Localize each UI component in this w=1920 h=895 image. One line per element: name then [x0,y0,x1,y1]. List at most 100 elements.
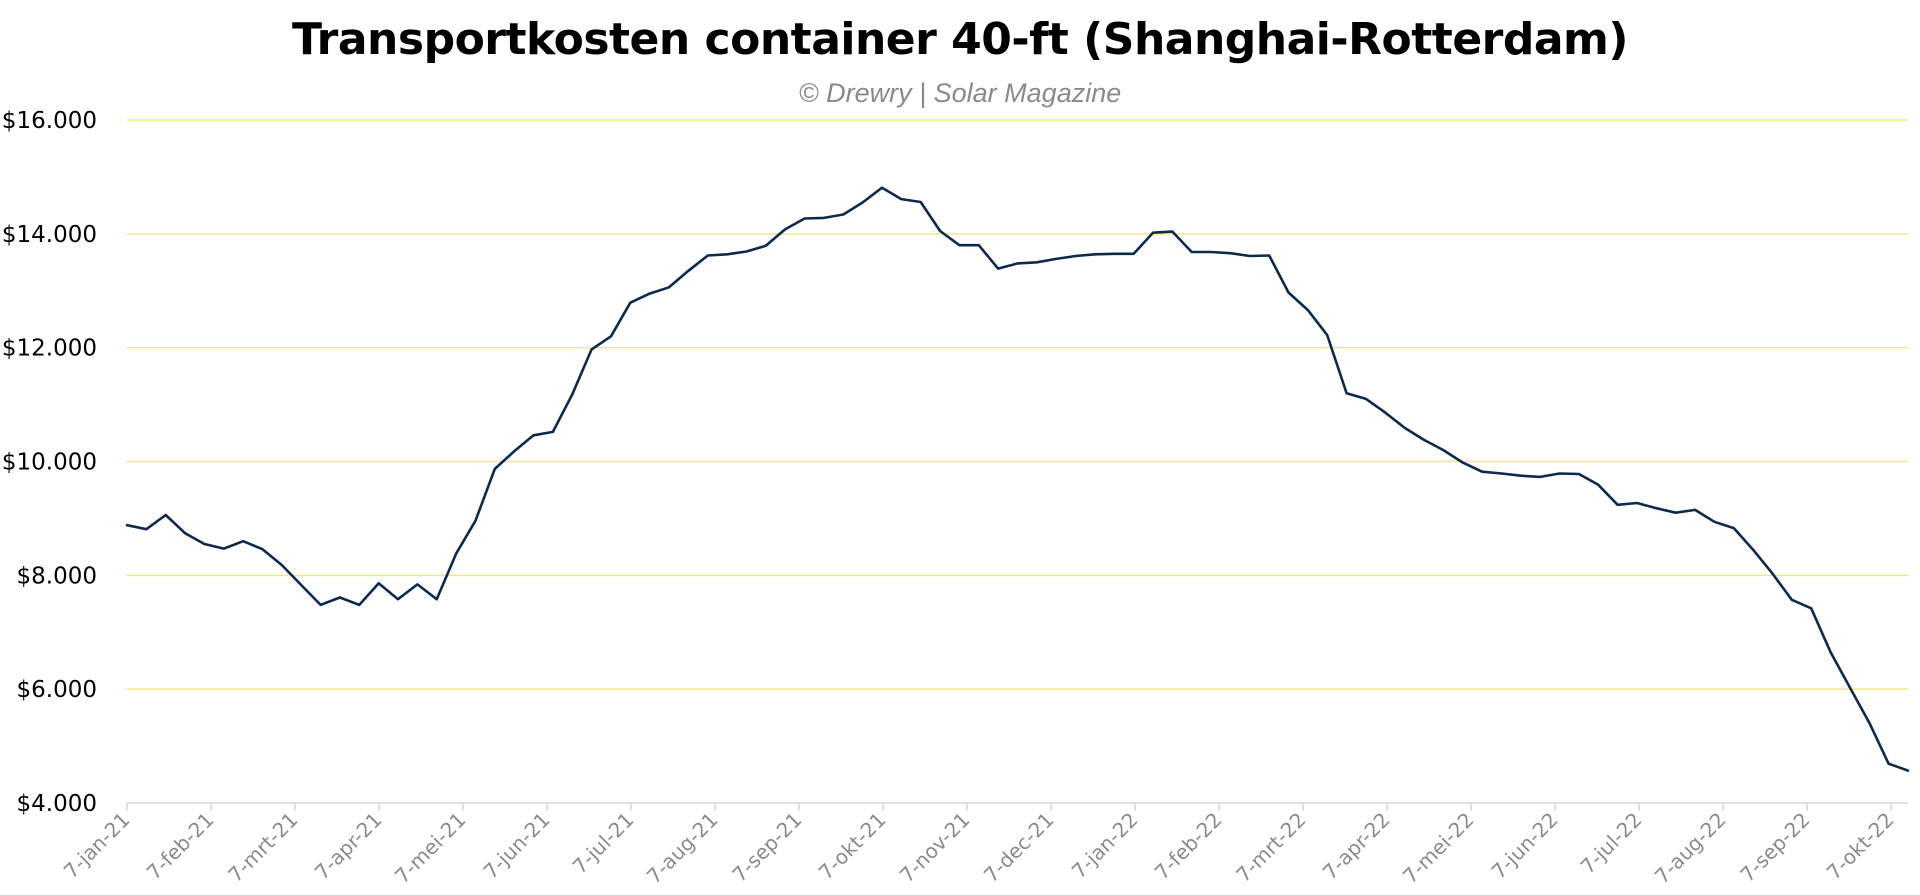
y-tick-label: $4.000 [17,791,97,817]
chart-title: Transportkosten container 40-ft (Shangha… [291,14,1629,65]
data-point [338,596,342,600]
data-point [1829,650,1833,654]
data-point [1596,483,1600,487]
data-point [1674,511,1678,515]
data-point [299,583,303,587]
x-tick-label: 7-aug-21 [642,808,723,889]
data-point [861,201,865,205]
data-point [454,552,458,556]
data-point [628,301,632,305]
data-point [1480,470,1484,474]
data-point [977,243,981,247]
x-tick-label: 7-mei-22 [1398,808,1479,889]
data-point [183,531,187,535]
data-point [1616,503,1620,507]
data-point [1751,548,1755,552]
data-point [744,249,748,253]
y-tick-label: $10.000 [2,450,97,476]
data-point [957,243,961,247]
x-tick-label: 7-mrt-21 [223,808,302,887]
x-tick-label: 7-sep-22 [1735,808,1814,887]
data-point [1325,333,1329,337]
data-point [667,285,671,289]
data-point [1461,461,1465,465]
x-tick-label: 7-jul-22 [1576,808,1647,879]
data-point [377,581,381,585]
data-point [1112,252,1116,256]
data-point [1170,230,1174,234]
x-tick-label: 7-jun-22 [1487,808,1563,884]
x-tick-label: 7-okt-22 [1822,808,1899,885]
data-point [1809,606,1813,610]
data-point [996,267,1000,271]
data-point [590,347,594,351]
data-point [1190,250,1194,254]
data-point [493,467,497,471]
data-point [1383,411,1387,415]
data-point [241,539,245,543]
x-tick-label: 7-mei-21 [390,808,471,889]
data-point [1364,397,1368,401]
data-point [1558,471,1562,475]
series-line [125,186,1910,772]
x-tick-label: 7-jul-21 [568,808,639,879]
data-point [899,197,903,201]
data-point [1016,261,1020,265]
data-point [164,513,168,517]
data-point [1538,475,1542,479]
data-point [396,597,400,601]
data-point [1654,506,1658,510]
data-point [822,216,826,220]
data-point [1887,762,1891,766]
y-tick-label: $6.000 [17,677,97,703]
y-tick-label: $14.000 [2,222,97,248]
data-point [435,597,439,601]
data-point [1306,308,1310,312]
data-point [609,334,613,338]
data-point [1403,426,1407,430]
data-point [938,229,942,233]
x-tick-label: 7-apr-22 [1318,808,1395,885]
data-point [706,253,710,257]
data-point [512,449,516,453]
data-point [1267,253,1271,257]
x-tick-label: 7-nov-21 [895,808,975,888]
data-point [280,563,284,567]
data-point [202,542,206,546]
data-point [1132,252,1136,256]
data-point [415,582,419,586]
data-point [1732,526,1736,530]
data-point [1519,474,1523,478]
data-point [803,216,807,220]
data-point [880,186,884,190]
data-point [1287,290,1291,294]
data-point [1790,598,1794,602]
data-point [125,523,129,527]
y-tick-label: $8.000 [17,563,97,589]
data-point [570,392,574,396]
x-tick-label: 7-aug-22 [1650,808,1731,889]
data-point [1209,250,1213,254]
data-point [1345,391,1349,395]
data-point [1054,257,1058,261]
x-tick-label: 7-feb-21 [142,808,219,885]
y-tick-label: $12.000 [2,336,97,362]
x-tick-label: 7-apr-21 [310,808,387,885]
data-point [841,212,845,216]
data-point [1151,231,1155,235]
data-point [1499,471,1503,475]
x-tick-label: 7-okt-21 [814,808,891,885]
x-tick-label: 7-feb-22 [1150,808,1227,885]
data-point [783,227,787,231]
data-point [725,252,729,256]
data-point [1848,685,1852,689]
data-point [1577,472,1581,476]
data-point [1093,252,1097,256]
chart-subtitle: © Drewry | Solar Magazine [798,78,1122,108]
data-point [919,200,923,204]
data-point [532,433,536,437]
data-point [648,292,652,296]
data-point [1770,572,1774,576]
